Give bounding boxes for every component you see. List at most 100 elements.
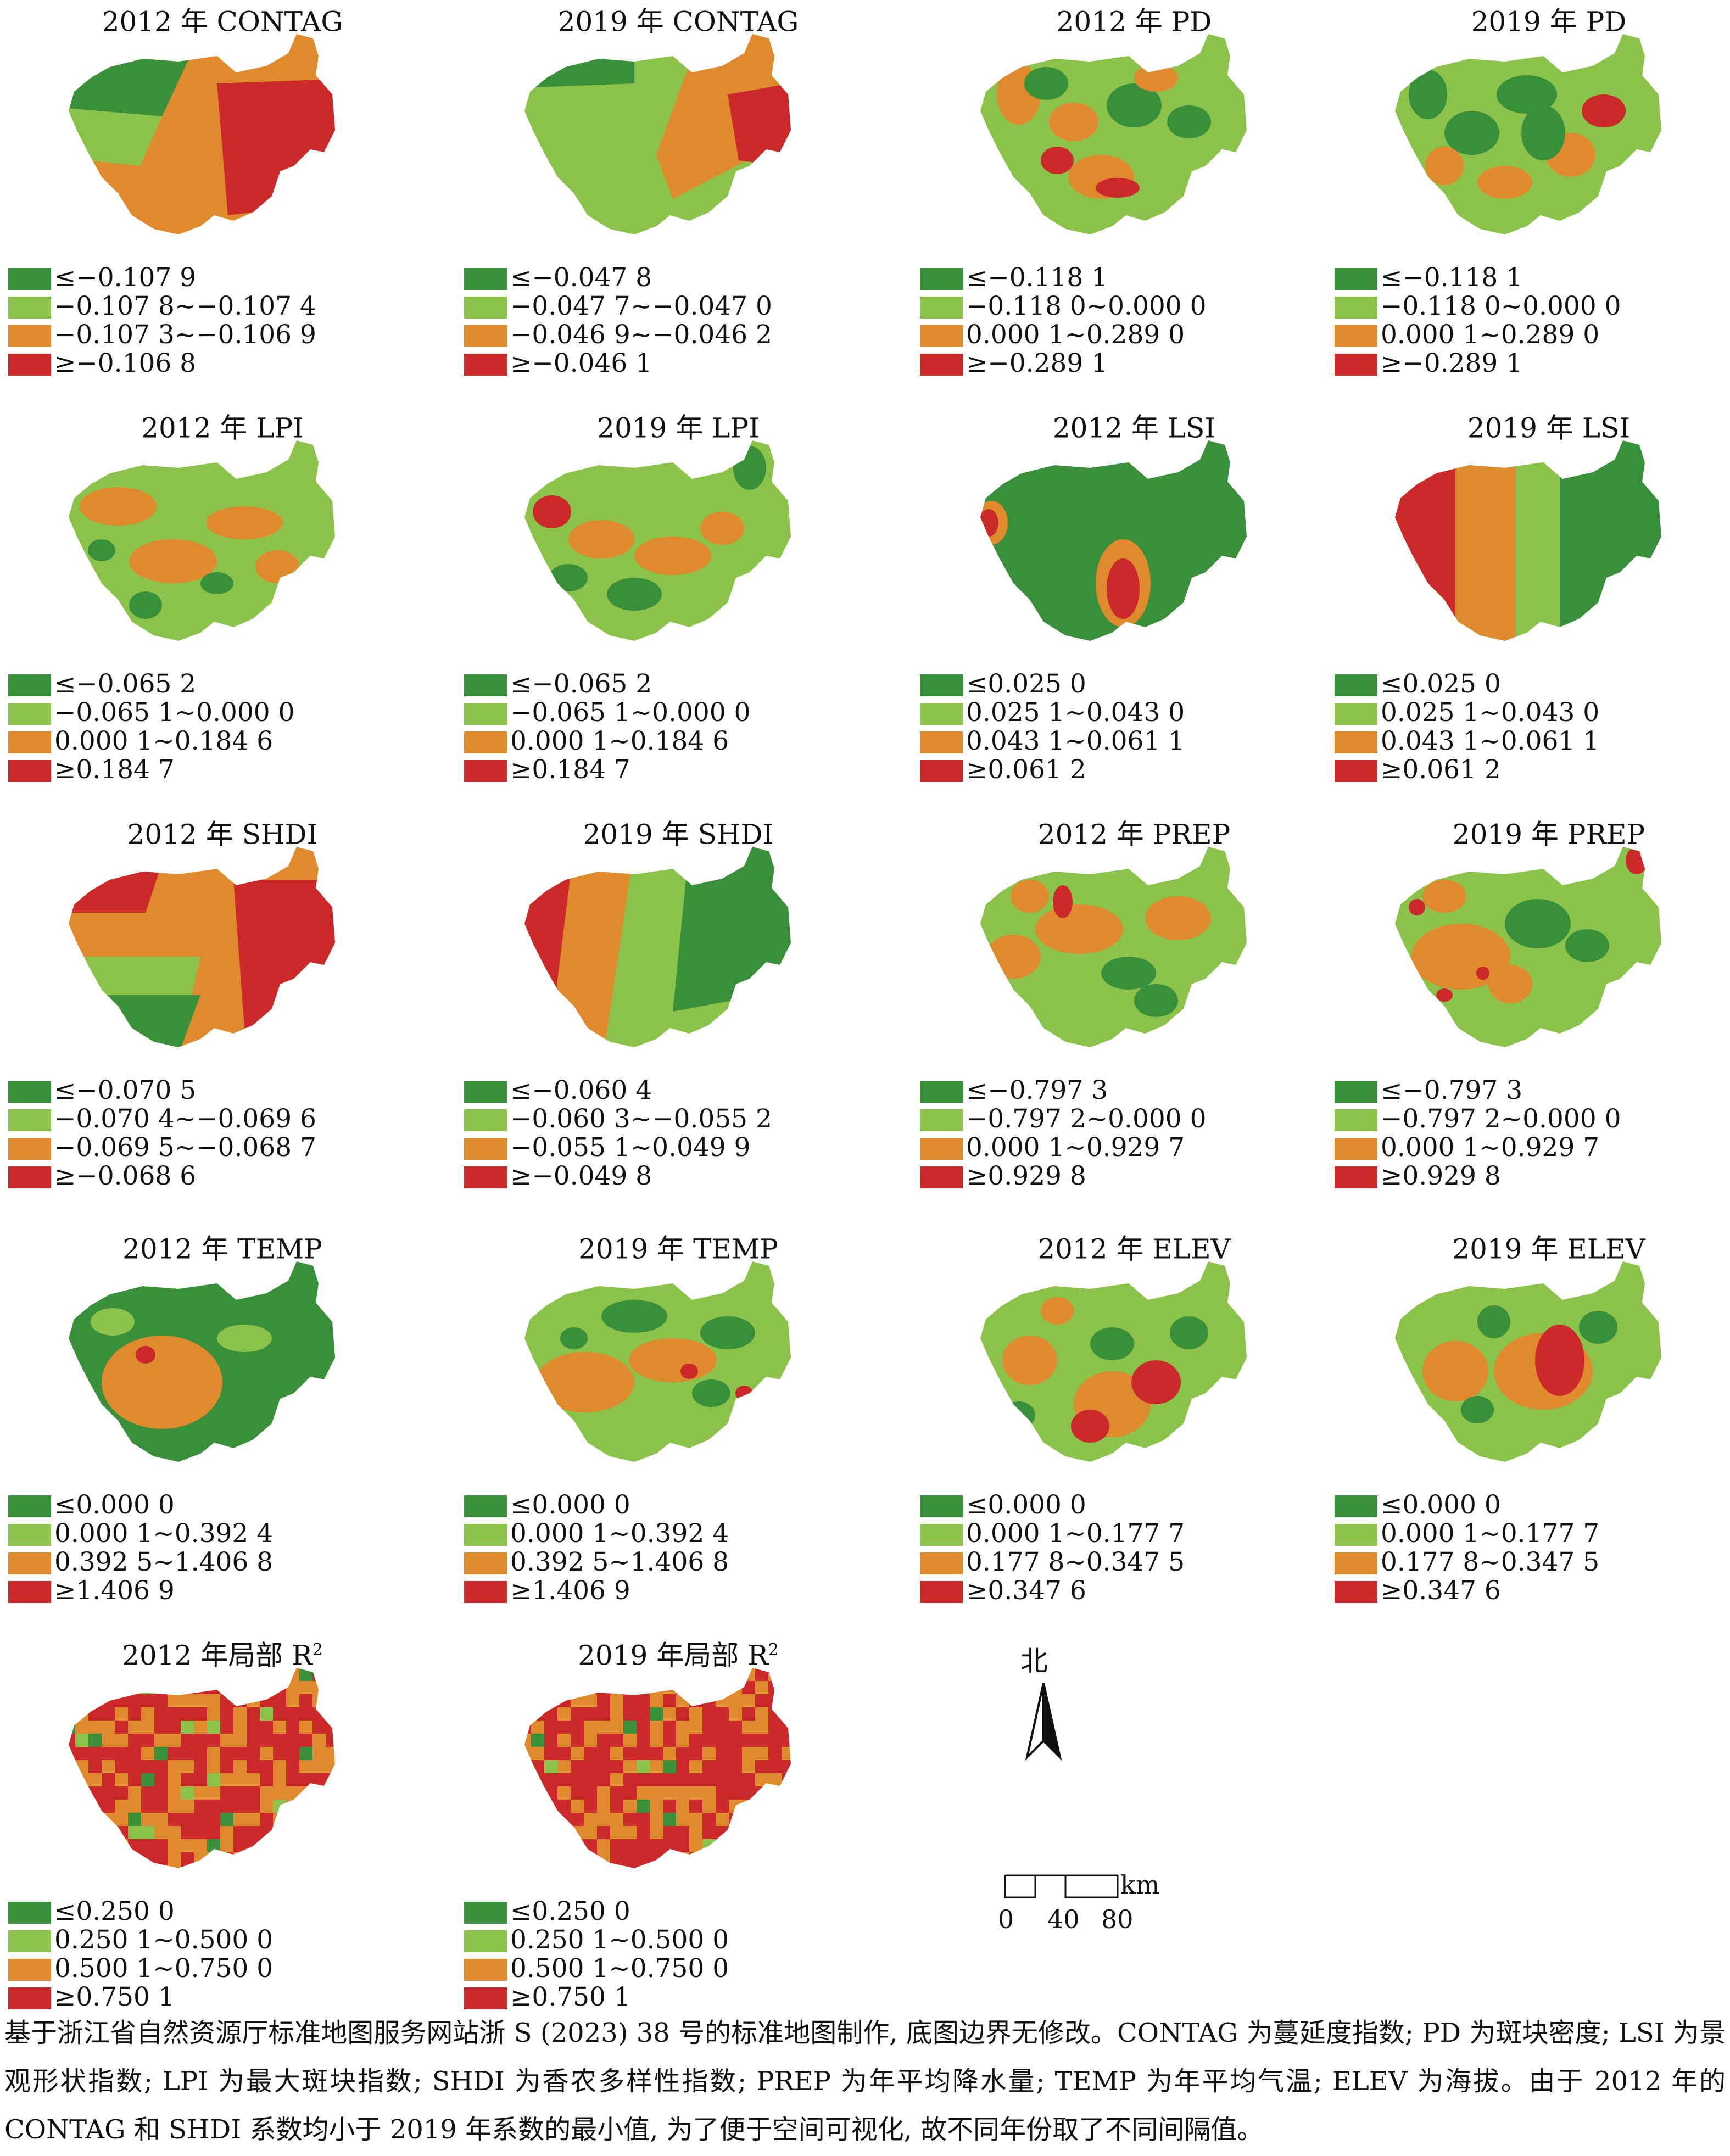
map-cell — [168, 1707, 181, 1721]
legend-swatch-4 — [920, 760, 963, 782]
legend-swatch-2 — [464, 1524, 507, 1546]
map — [524, 34, 791, 234]
map-panel-2019-contag: 2019 年 CONTAG ≤−0.047 8 −0.047 7~−0.047 … — [464, 0, 892, 404]
map-cell — [141, 1786, 155, 1800]
map-cell — [75, 1839, 89, 1853]
map-cell — [782, 1813, 791, 1827]
map-cell — [531, 1707, 545, 1721]
map-cell — [755, 1879, 769, 1892]
map-zone — [1425, 147, 1464, 185]
map-cell — [650, 1839, 663, 1853]
legend-label: 0.000 1~0.392 4 — [510, 1518, 729, 1549]
map-cell — [689, 1681, 703, 1695]
map-cell — [207, 1734, 221, 1747]
legend-swatch-1 — [920, 674, 963, 696]
map-cell — [115, 1786, 129, 1800]
legend-swatch-3 — [8, 731, 51, 753]
map-zone — [1096, 178, 1140, 198]
map-cell — [194, 1839, 208, 1853]
map-panel-2019-pd: 2019 年 PD ≤−0.118 1 −0.118 0~0.000 0 0.0… — [1335, 0, 1730, 404]
map-cell — [729, 1747, 743, 1761]
map — [69, 34, 335, 234]
map-cell — [531, 1865, 545, 1868]
map-cell — [689, 1865, 703, 1868]
map-cell — [326, 1852, 335, 1866]
map-zone — [673, 847, 791, 1012]
map-cell — [88, 1773, 102, 1787]
map-cell — [339, 1852, 353, 1866]
map-cell — [492, 1800, 505, 1813]
map-cell — [128, 1668, 142, 1682]
legend-label: 0.000 1~0.184 6 — [510, 726, 729, 756]
map-cell — [312, 1786, 326, 1800]
legend-label: ≤−0.065 2 — [54, 669, 197, 699]
legend-swatch-3 — [8, 1138, 51, 1160]
map-zone — [1134, 984, 1178, 1017]
map-panel-2012-contag: 2012 年 CONTAG ≤−0.107 9 −0.107 8~−0.107 … — [8, 0, 437, 404]
legend-label: 0.250 1~0.500 0 — [510, 1925, 729, 1955]
map-cell — [247, 1694, 260, 1708]
map-cell — [75, 1721, 89, 1734]
map-cell — [637, 1865, 650, 1868]
map-cell — [782, 1694, 791, 1708]
map-cell — [273, 1721, 287, 1734]
legend-swatch-4 — [8, 354, 51, 376]
map-cell — [75, 1694, 89, 1708]
map-zone — [533, 495, 571, 528]
map-zone — [102, 1336, 222, 1429]
legend-swatch-1 — [920, 1081, 963, 1103]
map-cell — [128, 1773, 142, 1787]
map-zone — [1002, 1401, 1035, 1429]
map-cell — [492, 1747, 505, 1761]
legend-swatch-1 — [8, 1081, 51, 1103]
map-cell — [702, 1879, 716, 1892]
map-cell — [260, 1786, 274, 1800]
map-cell — [115, 1707, 129, 1721]
legend-swatch-2 — [8, 703, 51, 725]
map-cell — [168, 1734, 181, 1747]
map-cell — [795, 1786, 808, 1800]
map-cell — [286, 1839, 300, 1853]
map-cell — [260, 1879, 274, 1892]
map-cell — [299, 1694, 313, 1708]
map-cell — [36, 1694, 49, 1708]
map-cell — [689, 1668, 703, 1682]
map-cell — [505, 1668, 518, 1682]
map-cell — [115, 1747, 129, 1761]
map-cell — [36, 1681, 49, 1695]
map-cell — [597, 1800, 611, 1813]
map-zone — [69, 995, 200, 1047]
legend-label: −0.797 2~0.000 0 — [966, 1104, 1207, 1134]
map-cell — [505, 1865, 518, 1879]
map-cell — [637, 1879, 650, 1892]
map-zone — [129, 539, 217, 583]
map-cell — [702, 1734, 716, 1747]
map-cell — [49, 1773, 63, 1787]
legend-label: 0.025 1~0.043 0 — [966, 697, 1185, 728]
map-cell — [650, 1813, 663, 1827]
map-cell — [207, 1813, 221, 1827]
map-cell — [702, 1694, 716, 1708]
map-cell — [220, 1826, 234, 1840]
map-cell — [755, 1773, 769, 1787]
map-cell — [584, 1747, 598, 1761]
map-cell — [729, 1839, 743, 1853]
map-cell — [524, 1707, 532, 1721]
map-cell — [689, 1800, 703, 1813]
map-cell — [339, 1681, 353, 1695]
map-cell — [299, 1747, 313, 1761]
map-cell — [663, 1668, 677, 1682]
map-cell — [505, 1681, 518, 1695]
map-cell — [36, 1707, 49, 1721]
map-cell — [207, 1826, 221, 1840]
map-cell — [584, 1786, 598, 1800]
map-zone — [1409, 70, 1447, 119]
map-cell — [531, 1668, 545, 1682]
map-cell — [339, 1865, 353, 1879]
map-cell — [702, 1813, 716, 1827]
map-panel-2012-local-r2: 2012 年局部 R2 ≤0.250 0 0.250 1~0.500 0 0.5… — [8, 1634, 437, 2037]
map-cell — [141, 1865, 155, 1868]
map-cell — [571, 1839, 584, 1853]
map-cell — [115, 1865, 129, 1868]
map-cell — [808, 1879, 822, 1892]
